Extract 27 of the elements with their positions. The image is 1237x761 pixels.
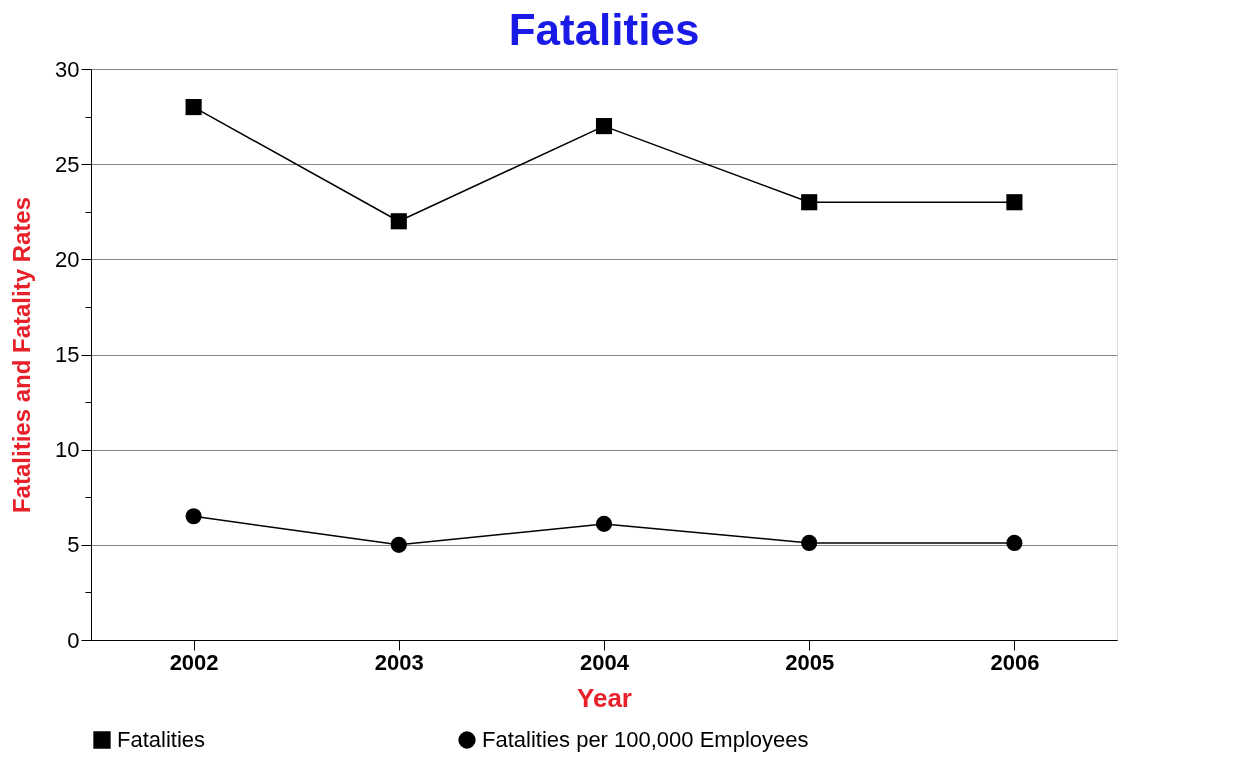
legend-label: Fatalities per 100,000 Employees xyxy=(482,727,809,752)
chart-title: Fatalities xyxy=(508,5,700,54)
point xyxy=(595,515,613,532)
y-tick-label: 10 xyxy=(55,437,80,463)
y-tick-label: 20 xyxy=(55,246,80,272)
x-tick-label: 2006 xyxy=(990,649,1040,675)
x-axis-title: Year xyxy=(577,682,632,713)
y-tick-label: 25 xyxy=(55,151,80,177)
point xyxy=(390,536,407,553)
x-tick-label: 2003 xyxy=(374,649,424,675)
point xyxy=(185,508,202,525)
x-tick-label: 2005 xyxy=(785,649,835,675)
point xyxy=(801,534,818,551)
legend-label: Fatalities xyxy=(117,727,206,752)
point xyxy=(390,213,407,230)
point xyxy=(595,118,613,135)
y-tick-label: 0 xyxy=(67,627,80,653)
y-tick-label: 15 xyxy=(55,342,80,367)
y-tick-label: 30 xyxy=(55,56,80,82)
y-axis-title: Fatalities and Fatality Rates xyxy=(8,196,36,514)
x-tick-label: 2004 xyxy=(580,649,630,675)
x-tick-label: 2002 xyxy=(169,649,219,675)
point xyxy=(1006,194,1023,211)
point xyxy=(185,99,202,116)
point xyxy=(801,194,818,211)
point xyxy=(1006,534,1023,551)
y-tick-label: 5 xyxy=(67,532,80,558)
